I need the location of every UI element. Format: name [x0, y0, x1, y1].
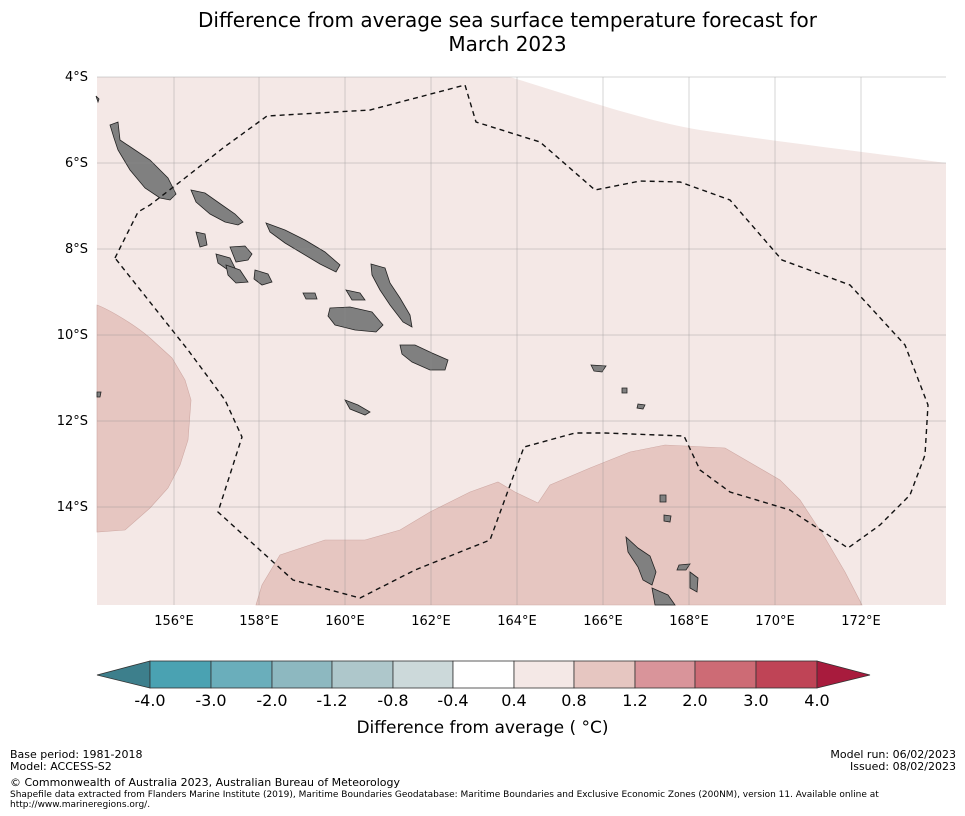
- colorbar-tick: -2.0: [256, 691, 288, 710]
- lon-label-164e: 164°E: [497, 614, 537, 629]
- lon-label-166e: 166°E: [583, 614, 623, 629]
- colorbar-extend-high: [816, 660, 871, 689]
- model-name: Model: ACCESS-S2: [10, 760, 112, 773]
- colorbar-segment-10: [694, 660, 757, 689]
- lon-label-160e: 160°E: [325, 614, 365, 629]
- colorbar-segment-7: [513, 660, 575, 689]
- colorbar-tick: 3.0: [743, 691, 769, 710]
- shapefile-credit-line-2: http://www.marineregions.org/.: [10, 800, 151, 810]
- title-line-2: March 2023: [448, 32, 567, 56]
- colorbar-segment-11: [755, 660, 818, 689]
- colorbar: [96, 660, 871, 689]
- lat-label-6s: 6°S: [64, 156, 88, 171]
- colorbar-segment-2: [210, 660, 273, 689]
- eez-boundary: [114, 84, 929, 599]
- colorbar-extend-low: [96, 660, 151, 689]
- colorbar-segment-1: [149, 660, 212, 689]
- title-line-1: Difference from average sea surface temp…: [197, 8, 817, 32]
- colorbar-tick: 4.0: [804, 691, 830, 710]
- copyright: © Commonwealth of Australia 2023, Austra…: [10, 776, 400, 789]
- colorbar-segment-8: [573, 660, 636, 689]
- base-period: Base period: 1981-2018: [10, 748, 143, 761]
- colorbar-segment-6: [452, 660, 515, 689]
- lon-label-162e: 162°E: [411, 614, 451, 629]
- anomaly-band-0.8-1.2-west: [96, 304, 192, 533]
- lon-label-158e: 158°E: [239, 614, 279, 629]
- colorbar-tick: -3.0: [195, 691, 227, 710]
- lon-label-156e: 156°E: [154, 614, 194, 629]
- model-run: Model run: 06/02/2023: [830, 748, 956, 761]
- lat-label-4s: 4°S: [64, 70, 88, 85]
- colorbar-tick: -0.4: [437, 691, 469, 710]
- shapefile-credit-line-1: Shapefile data extracted from Flanders M…: [10, 790, 879, 800]
- lon-label-168e: 168°E: [669, 614, 709, 629]
- colorbar-tick: 2.0: [682, 691, 708, 710]
- colorbar-tick: 0.4: [501, 691, 527, 710]
- lat-label-12s: 12°S: [56, 414, 88, 429]
- lat-label-8s: 8°S: [64, 242, 88, 257]
- lat-label-10s: 10°S: [56, 328, 88, 343]
- land: [95, 95, 699, 606]
- colorbar-tick: -1.2: [316, 691, 348, 710]
- colorbar-segment-3: [271, 660, 333, 689]
- colorbar-segment-9: [634, 660, 696, 689]
- colorbar-tick: 1.2: [622, 691, 648, 710]
- graticule: [97, 76, 946, 605]
- lon-label-170e: 170°E: [755, 614, 795, 629]
- colorbar-tick: -4.0: [134, 691, 166, 710]
- map-title: Difference from average sea surface temp…: [0, 8, 965, 56]
- colorbar-segment-5: [392, 660, 454, 689]
- lat-label-14s: 14°S: [56, 500, 88, 515]
- colorbar-segment-4: [331, 660, 394, 689]
- issued-date: Issued: 08/02/2023: [849, 760, 956, 773]
- colorbar-tick: 0.8: [561, 691, 587, 710]
- lon-label-172e: 172°E: [841, 614, 881, 629]
- colorbar-label: Difference from average ( °C): [356, 718, 609, 738]
- colorbar-tick: -0.8: [377, 691, 409, 710]
